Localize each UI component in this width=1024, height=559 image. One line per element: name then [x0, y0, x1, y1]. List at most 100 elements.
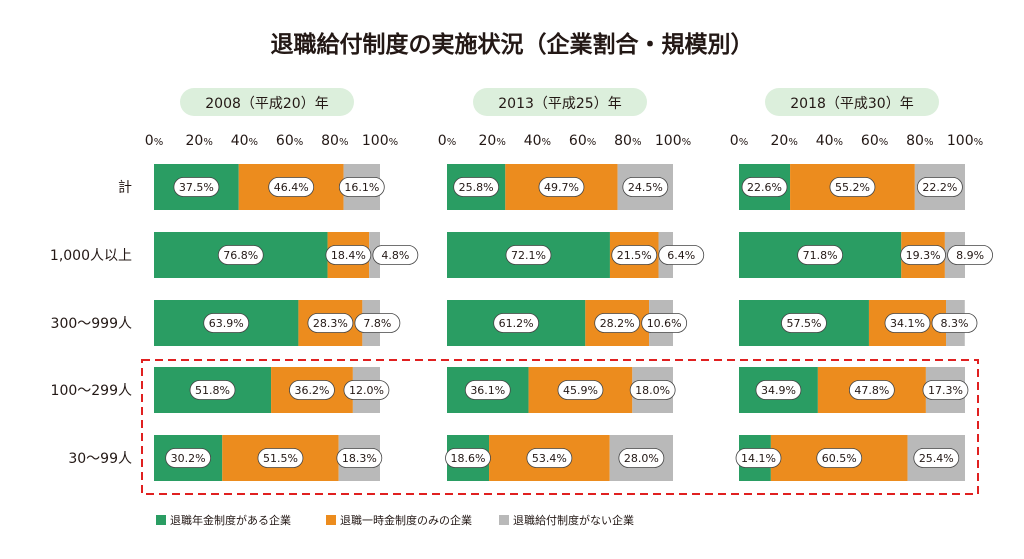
data-label: 22.6%	[747, 181, 782, 194]
data-label: 47.8%	[854, 384, 889, 397]
value-pill	[336, 448, 383, 468]
data-label: 17.3%	[928, 384, 963, 397]
panel-2: 2013（平成25）年 0% 20% 40% 60% 80% 100% 25.8% 49.7% 2…	[438, 88, 705, 481]
value-pill	[165, 448, 212, 468]
row-label: 計	[118, 180, 132, 196]
value-pill	[325, 245, 372, 265]
value-pill	[922, 380, 969, 400]
value-pill	[445, 448, 491, 468]
value-pill	[913, 448, 960, 468]
legend: 退職年金制度がある企業 退職一時金制度のみの企業 退職給付制度がない企業	[156, 513, 634, 527]
data-label: 14.1%	[741, 452, 776, 465]
panels-layer: 2008（平成20）年 0% 20% 40% 60% 80% 100% 37.5% 46.4% 1…	[145, 88, 993, 481]
value-pill	[505, 245, 552, 265]
value-pill	[816, 448, 863, 468]
data-label: 76.8%	[223, 249, 258, 262]
axis-tick-label: 80%	[906, 133, 933, 149]
panel-1: 2008（平成20）年 0% 20% 40% 60% 80% 100% 37.5% 46.4% 1…	[145, 88, 419, 481]
value-pill	[343, 380, 390, 400]
axis-tick-label: 100%	[362, 133, 398, 149]
data-label: 36.2%	[294, 384, 329, 397]
value-pill	[618, 448, 665, 468]
legend-label: 退職年金制度がある企業	[170, 513, 291, 527]
value-pill	[453, 177, 500, 197]
axis-tick-label: 40%	[816, 133, 843, 149]
data-label: 4.8%	[381, 249, 409, 262]
data-label: 12.0%	[349, 384, 384, 397]
axis-tick-label: 80%	[321, 133, 348, 149]
value-pill	[268, 177, 315, 197]
data-label: 53.4%	[532, 452, 567, 465]
data-label: 72.1%	[511, 249, 546, 262]
data-label: 25.8%	[459, 181, 494, 194]
axis-tick-label: 40%	[524, 133, 551, 149]
highlight-box	[141, 359, 979, 495]
value-pill	[931, 313, 978, 333]
row-label: 1,000人以上	[50, 248, 132, 264]
value-pill	[947, 245, 993, 265]
data-label: 71.8%	[803, 249, 838, 262]
panel-label-pill	[473, 88, 647, 116]
data-label: 51.5%	[263, 452, 298, 465]
axis-tick-label: 0%	[145, 133, 163, 149]
value-pill	[611, 245, 658, 265]
legend-swatch	[499, 515, 509, 525]
data-label: 36.1%	[470, 384, 505, 397]
legend-label: 退職一時金制度のみの企業	[340, 513, 472, 527]
data-label: 30.2%	[171, 452, 206, 465]
value-pill	[307, 313, 354, 333]
axis-tick-label: 20%	[186, 133, 213, 149]
axis-tick-label: 0%	[730, 133, 748, 149]
axis-tick-label: 40%	[231, 133, 258, 149]
data-label: 28.2%	[600, 317, 635, 330]
data-label: 24.5%	[628, 181, 663, 194]
legend-swatch	[156, 515, 166, 525]
data-label: 28.0%	[624, 452, 659, 465]
data-label: 22.2%	[922, 181, 957, 194]
row-label: 100～299人	[51, 383, 132, 399]
axis-tick-label: 20%	[479, 133, 506, 149]
axis-tick-label: 100%	[947, 133, 983, 149]
value-pill	[257, 448, 304, 468]
value-pill	[658, 245, 705, 265]
data-label: 8.3%	[941, 317, 969, 330]
chart-title: 退職給付制度の実施状況（企業割合・規模別）	[271, 31, 754, 58]
value-pill	[372, 245, 419, 265]
data-label: 61.2%	[499, 317, 534, 330]
panel-label: 2008（平成20）年	[205, 96, 328, 112]
data-label: 16.1%	[344, 181, 379, 194]
value-pill	[464, 380, 511, 400]
data-label: 18.4%	[331, 249, 366, 262]
data-label: 18.3%	[342, 452, 377, 465]
data-label: 25.4%	[919, 452, 954, 465]
data-label: 55.2%	[835, 181, 870, 194]
value-pill	[173, 177, 220, 197]
data-label: 8.9%	[956, 249, 984, 262]
value-pill	[755, 380, 802, 400]
value-pill	[526, 448, 573, 468]
data-label: 10.6%	[647, 317, 682, 330]
data-label: 49.7%	[544, 181, 579, 194]
value-pill	[493, 313, 540, 333]
value-pill	[848, 380, 895, 400]
axis-tick-label: 60%	[569, 133, 596, 149]
data-label: 21.5%	[617, 249, 652, 262]
data-label: 19.3%	[906, 249, 941, 262]
data-label: 34.9%	[761, 384, 796, 397]
value-pill	[338, 177, 385, 197]
data-label: 7.8%	[363, 317, 391, 330]
data-label: 45.9%	[563, 384, 598, 397]
legend-swatch	[326, 515, 336, 525]
axis-tick-label: 60%	[276, 133, 303, 149]
panel-label-pill	[180, 88, 354, 116]
value-pill	[622, 177, 669, 197]
value-pill	[797, 245, 844, 265]
data-label: 63.9%	[209, 317, 244, 330]
axis-tick-label: 60%	[861, 133, 888, 149]
value-pill	[781, 313, 827, 333]
data-label: 57.5%	[786, 317, 821, 330]
row-label: 300～999人	[51, 316, 132, 332]
value-pill	[217, 245, 264, 265]
value-pill	[538, 177, 585, 197]
value-pill	[289, 380, 335, 400]
